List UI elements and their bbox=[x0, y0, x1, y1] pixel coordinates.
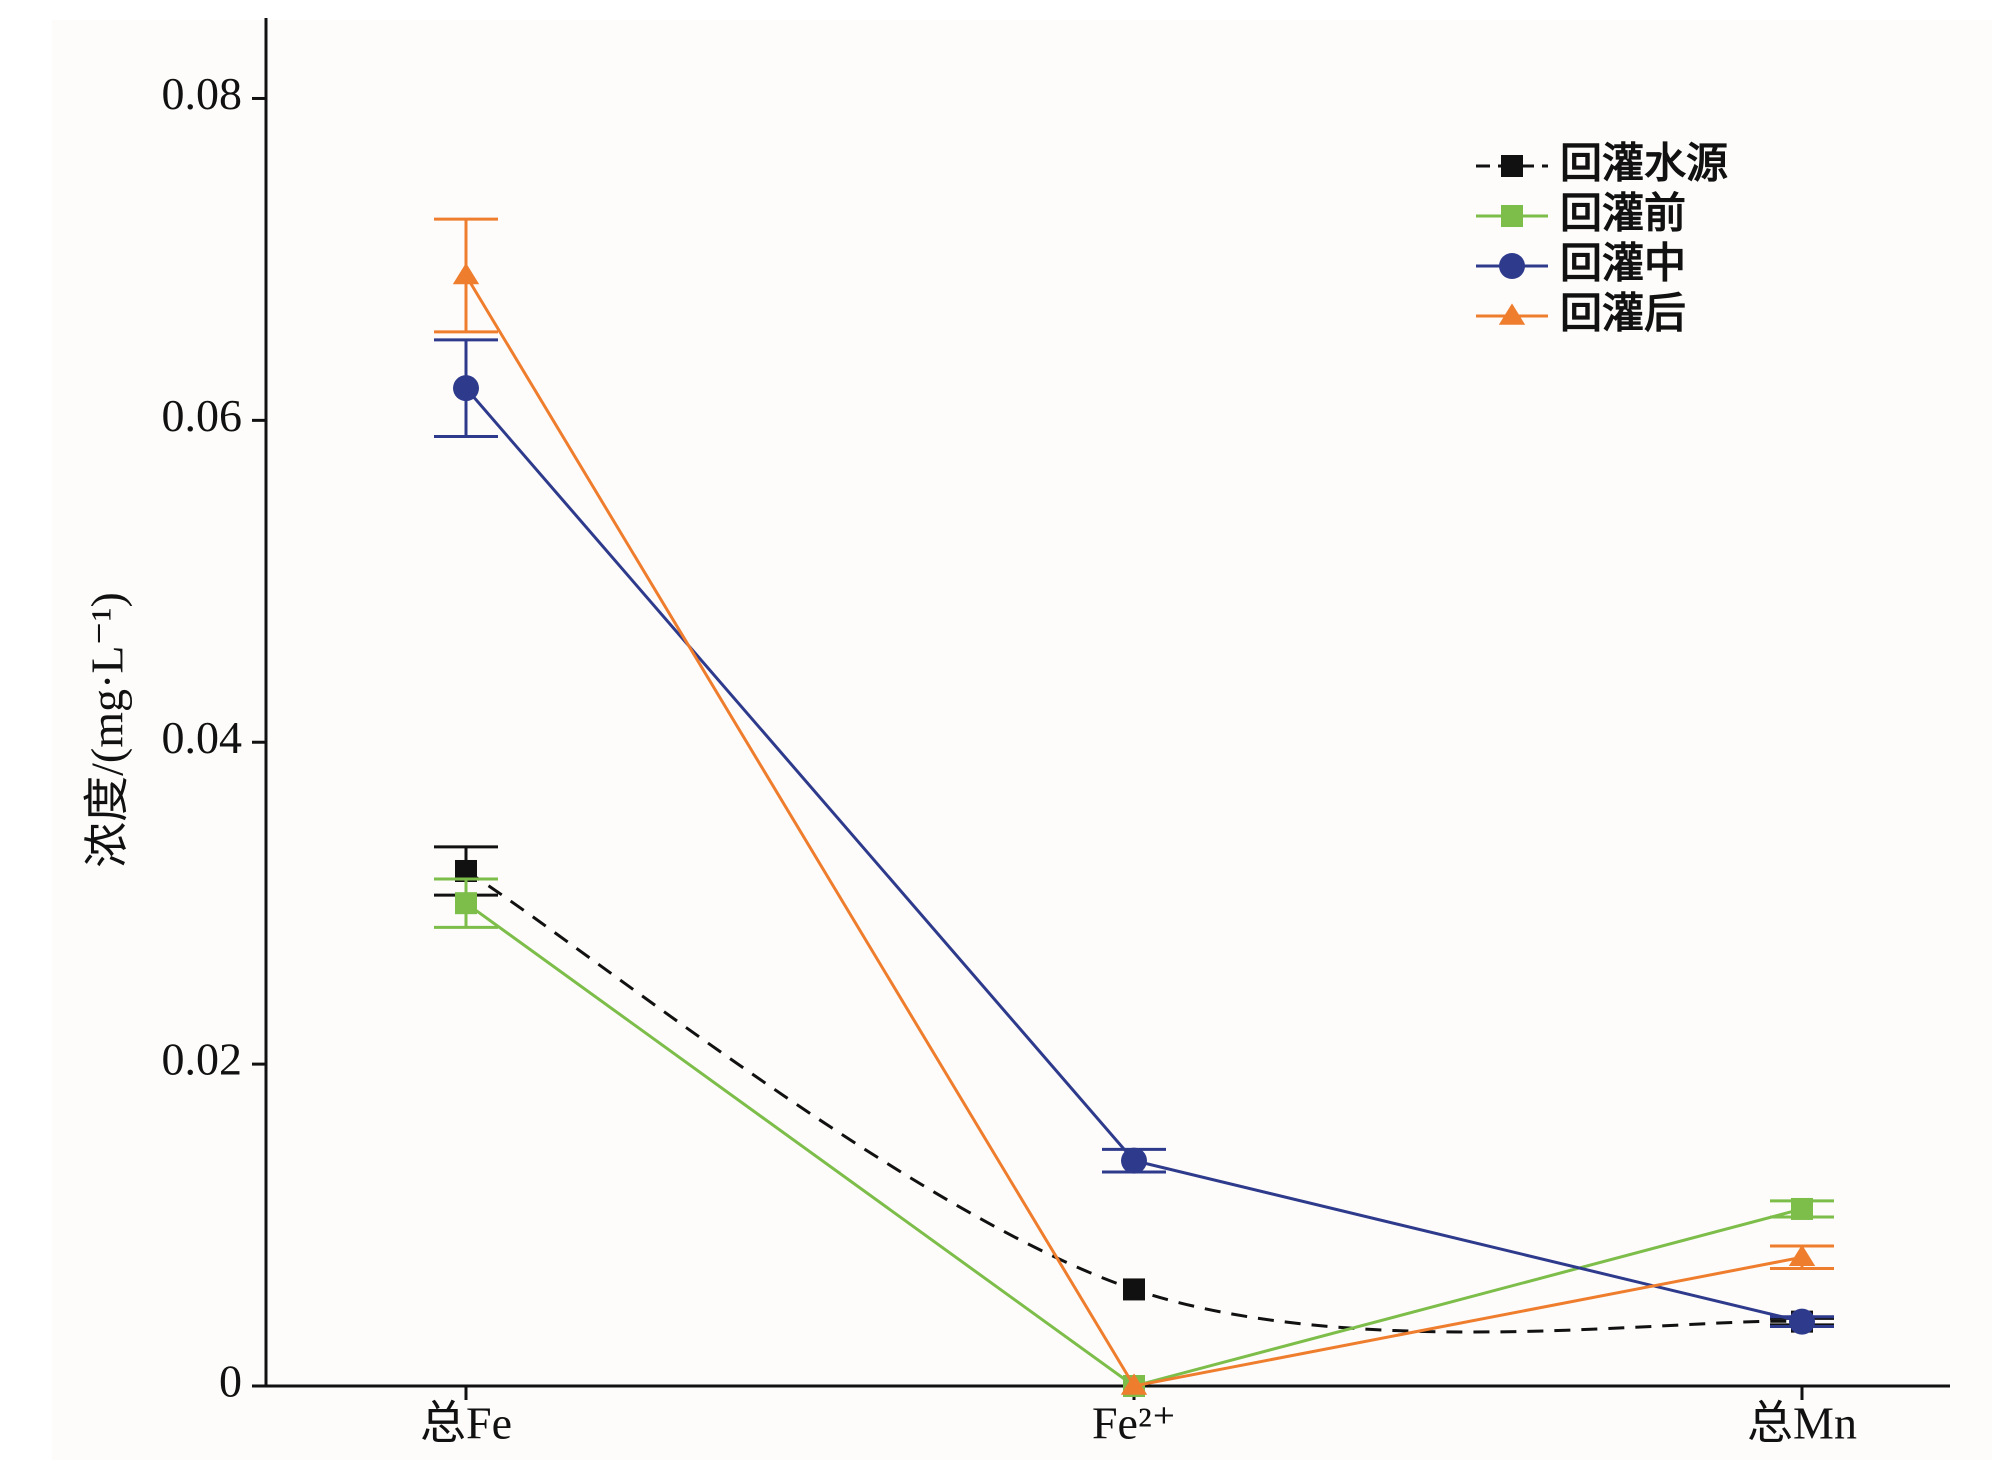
legend-label: 回灌前 bbox=[1560, 189, 1686, 238]
x-tick-label: 总Fe bbox=[420, 1398, 512, 1449]
y-axis-label: 浓度/(mg·L⁻¹) bbox=[82, 592, 133, 868]
legend-marker bbox=[1501, 155, 1523, 177]
y-tick-label: 0 bbox=[219, 1356, 242, 1407]
y-tick-label: 0.02 bbox=[162, 1034, 243, 1085]
data-point bbox=[1123, 1278, 1145, 1301]
plot-background bbox=[52, 20, 1992, 1460]
data-point bbox=[453, 375, 479, 402]
x-tick-label: 总Mn bbox=[1747, 1398, 1857, 1449]
y-tick-label: 0.08 bbox=[162, 68, 243, 119]
x-tick-label: Fe²⁺ bbox=[1092, 1398, 1176, 1449]
data-point bbox=[1788, 1244, 1816, 1267]
legend-label: 回灌水源 bbox=[1560, 139, 1728, 188]
legend-marker bbox=[1499, 253, 1525, 279]
data-point bbox=[455, 859, 477, 882]
data-point bbox=[1791, 1197, 1813, 1220]
legend-marker bbox=[1498, 303, 1526, 325]
data-point bbox=[1121, 1147, 1147, 1174]
y-tick-label: 0.04 bbox=[162, 712, 243, 763]
data-point bbox=[1120, 1373, 1148, 1395]
data-point bbox=[452, 262, 480, 285]
data-point bbox=[455, 892, 477, 915]
legend-marker bbox=[1501, 205, 1523, 227]
legend-label: 回灌后 bbox=[1560, 289, 1686, 338]
y-tick-label: 0.06 bbox=[162, 390, 243, 441]
legend-label: 回灌中 bbox=[1560, 239, 1686, 288]
data-point bbox=[1789, 1308, 1815, 1335]
